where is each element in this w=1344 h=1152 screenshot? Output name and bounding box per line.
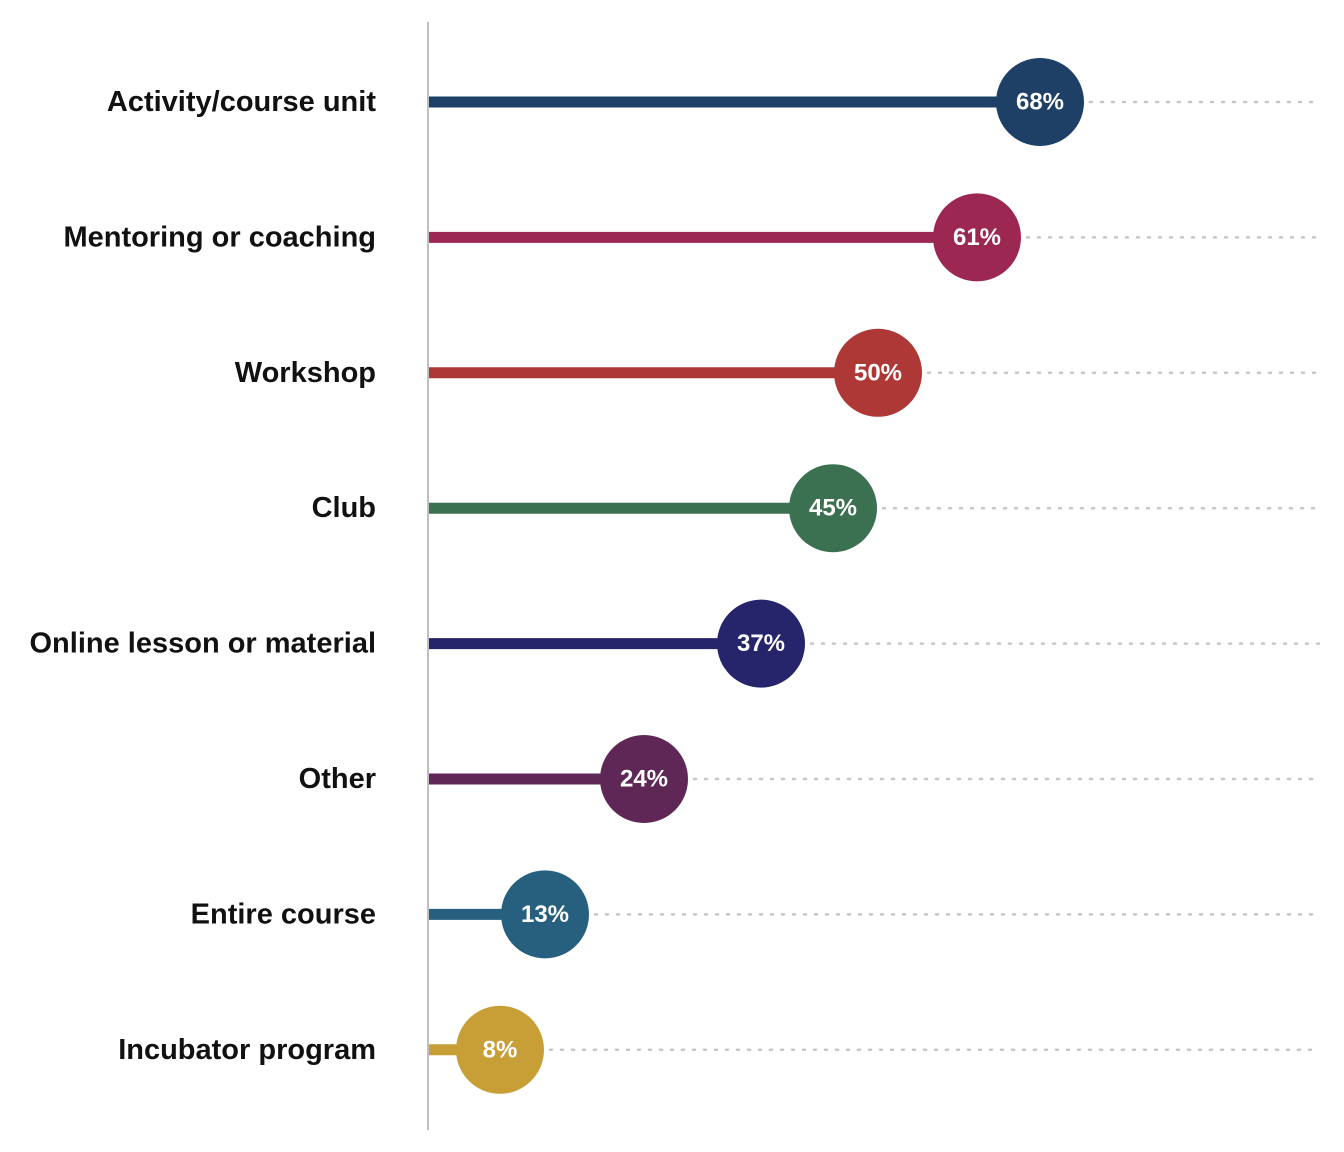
category-labels: Activity/course unit Mentoring or coachin…	[30, 86, 377, 1066]
category-label: Other	[299, 763, 376, 795]
value-label: 50%	[854, 359, 902, 386]
value-label: 13%	[521, 901, 569, 928]
value-label: 61%	[953, 224, 1001, 251]
value-label: 8%	[483, 1036, 518, 1063]
lollipop-heads: 68% 61% 50% 45% 37% 24% 13% 8%	[456, 58, 1084, 1094]
lollipop-head	[600, 735, 688, 823]
lollipop-head	[834, 328, 922, 417]
value-label: 45%	[809, 495, 857, 522]
value-label: 68%	[1016, 89, 1064, 116]
value-label: 24%	[620, 766, 668, 793]
category-label: Incubator program	[118, 1034, 376, 1066]
category-label: Workshop	[235, 357, 376, 389]
lollipop-head	[789, 464, 877, 553]
lollipop-head	[996, 58, 1084, 146]
lollipop-head	[717, 599, 805, 688]
category-label: Entire course	[191, 898, 376, 930]
value-label: 37%	[737, 630, 785, 657]
lollipop-head	[933, 193, 1021, 282]
category-label: Mentoring or coaching	[63, 221, 376, 253]
category-label: Activity/course unit	[107, 86, 376, 118]
lollipop-head	[456, 1005, 544, 1094]
category-label: Club	[312, 492, 376, 524]
lollipop-head	[501, 870, 589, 959]
category-label: Online lesson or material	[30, 628, 377, 660]
reference-lines	[548, 100, 1322, 1052]
